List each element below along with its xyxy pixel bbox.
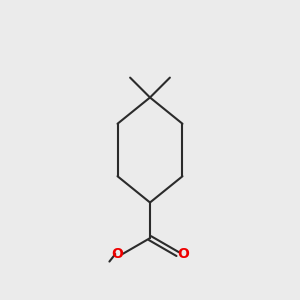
Text: O: O — [112, 247, 124, 261]
Text: O: O — [177, 247, 189, 261]
